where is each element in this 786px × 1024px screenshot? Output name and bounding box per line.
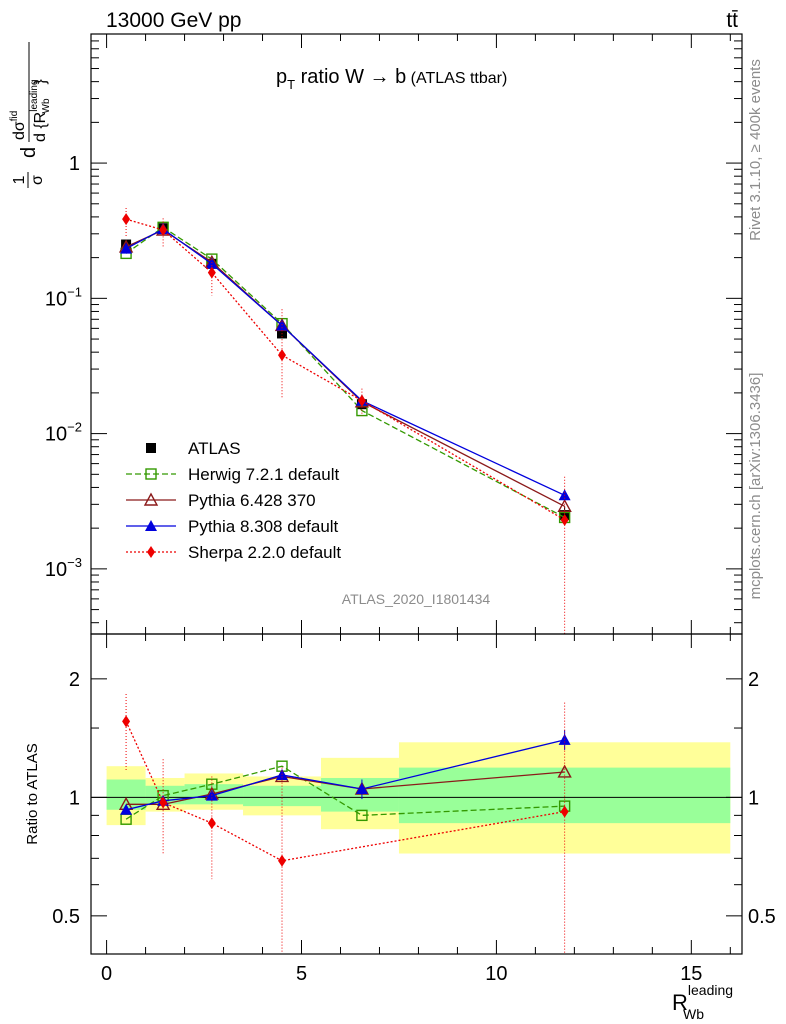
data-point: [557, 498, 572, 513]
legend-label: ATLAS: [188, 439, 241, 458]
x-tick-label: 5: [296, 963, 307, 985]
ratio-point: [120, 803, 133, 815]
legend-label: Sherpa 2.2.0 default: [188, 543, 341, 562]
y-tick-label: 1: [69, 153, 80, 175]
data-point: [560, 513, 569, 526]
ratio-y-tick-label-right: 0.5: [748, 906, 776, 928]
x-tick-label: 15: [680, 963, 702, 985]
series-line: [125, 228, 565, 496]
ratio-plot-frame: [90, 633, 743, 955]
data-point: [205, 257, 218, 269]
ratio-point: [159, 796, 168, 809]
ylabel-sigma: σ: [29, 175, 46, 185]
series-sherpa-2-2-0-default: [122, 208, 569, 634]
legend-item: Pythia 6.428 370: [126, 491, 316, 510]
series-pythia-8-308-default: [120, 223, 571, 501]
legend-item: Sherpa 2.2.0 default: [126, 543, 341, 562]
plot-title-rest: ratio W → b: [295, 66, 406, 88]
legend-marker: [146, 443, 156, 453]
y-tick-exponent: −2: [67, 420, 82, 435]
ratio-point: [356, 809, 368, 822]
ratio-y-axis-label: Ratio to ATLAS: [24, 743, 41, 844]
legend-marker: [143, 492, 159, 506]
legend-marker: [145, 468, 157, 480]
legend-marker: [145, 520, 157, 531]
plot-title-small: (ATLAS ttbar): [406, 70, 507, 87]
y-tick-base: 10: [45, 559, 67, 581]
ylabel-denominator: d {RleadingWb}: [29, 78, 52, 142]
ratio-line: [125, 739, 565, 811]
legend-item: ATLAS: [146, 439, 241, 458]
legend-item: Herwig 7.2.1 default: [126, 465, 339, 484]
y-tick-base: 10: [45, 288, 67, 310]
ratio-line: [125, 765, 565, 820]
stat-uncertainty-band: [243, 785, 321, 807]
ratio-y-tick-label: 2: [69, 669, 80, 691]
y-tick-label: 10−2: [45, 420, 82, 446]
main-plot-panel: 110−110−210−3: [45, 33, 743, 635]
ylabel-numerator: dσfid: [9, 111, 28, 140]
ratio-y-tick-label-right: 2: [748, 669, 759, 691]
legend-label: Herwig 7.2.1 default: [188, 465, 339, 484]
series-line: [125, 218, 565, 521]
ratio-point: [207, 817, 216, 830]
ratio-line: [125, 721, 565, 862]
process-label: tt̄: [726, 9, 738, 32]
ratio-y-tick-label: 1: [69, 787, 80, 809]
plot-title-p: p: [276, 66, 287, 88]
ratio-point: [355, 783, 368, 795]
y-tick-exponent: −1: [67, 284, 82, 299]
analysis-watermark: ATLAS_2020_I1801434: [342, 591, 491, 607]
plot-title-sub: T: [287, 77, 295, 92]
data-point: [278, 349, 287, 362]
ylabel-d: d: [18, 147, 40, 158]
ratio-series-sherpa-2-2-0-default: [122, 694, 569, 954]
ratio-y-tick-label-right: 1: [748, 787, 759, 809]
data-point: [159, 224, 168, 237]
legend-item: Pythia 8.308 default: [126, 517, 339, 536]
rivet-label: Rivet 3.1.10, ≥ 400k events: [747, 59, 764, 241]
plot-title: pT ratio W → b (ATLAS ttbar): [276, 66, 507, 92]
y-tick-label: 10−1: [45, 284, 82, 310]
energy-label: 13000 GeV pp: [106, 9, 241, 32]
mcplots-label: mcplots.cern.ch [arXiv:1306.3436]: [747, 373, 764, 600]
top-y-axis-label: 1 σ d dσfid d {RleadingWb}: [9, 42, 52, 188]
ratio-point: [122, 715, 131, 728]
data-point: [207, 266, 216, 279]
ratio-plot-panel: 0.5 0.5 1 1 2 2 0 5 10 15: [52, 633, 776, 985]
legend-label: Pythia 6.428 370: [188, 491, 316, 510]
y-tick-base: 10: [45, 424, 67, 446]
y-tick-label: 10−3: [45, 555, 82, 581]
data-point: [357, 394, 366, 407]
ylabel-one: 1: [11, 175, 28, 184]
ratio-point: [278, 854, 287, 867]
legend: ATLAS Herwig 7.2.1 default Pythia 6.428 37…: [126, 439, 341, 562]
legend-label: Pythia 8.308 default: [188, 517, 339, 536]
ratio-point: [557, 764, 572, 778]
x-tick-label: 10: [485, 963, 507, 985]
y-tick-exponent: −3: [67, 555, 82, 570]
legend-marker: [147, 546, 155, 558]
ratio-y-tick-label: 0.5: [52, 906, 80, 928]
x-axis-label: Rleading Wb: [672, 982, 733, 1022]
data-point: [122, 213, 131, 226]
data-point: [120, 242, 133, 254]
ratio-point: [560, 805, 569, 818]
x-tick-label: 0: [101, 963, 112, 985]
